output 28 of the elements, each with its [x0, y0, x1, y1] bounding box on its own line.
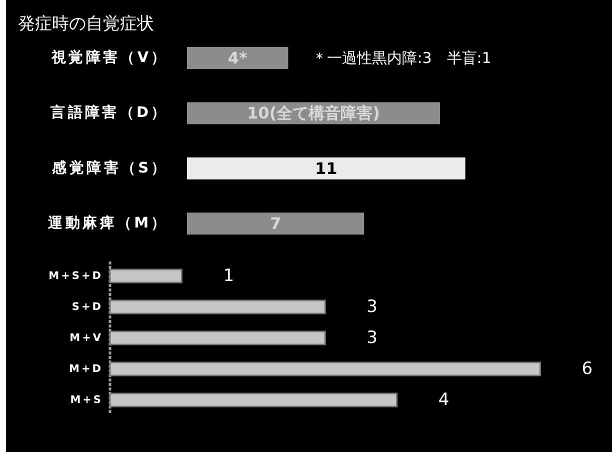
bar	[187, 157, 466, 180]
y-tick-label: M+D	[69, 363, 103, 375]
data-label: 10(全て構音障害)	[247, 104, 380, 123]
data-label: 4	[438, 390, 450, 410]
chart-title: 発症時の自覚症状	[18, 14, 154, 34]
y-tick-label: 言語障害（D）	[50, 103, 168, 122]
bar	[109, 392, 398, 408]
data-label: 3	[366, 328, 378, 348]
bar	[109, 268, 182, 284]
y-tick-label: 視覚障害（V）	[50, 48, 168, 66]
y-tick-label: 運動麻痺（M）	[47, 214, 168, 232]
y-tick-label: M+S+D	[48, 270, 103, 282]
data-label: 7	[270, 214, 282, 234]
y-tick-label: S+D	[72, 301, 103, 313]
bar	[109, 330, 326, 346]
data-label: 6	[582, 359, 593, 379]
data-label: 11	[315, 158, 338, 178]
bar	[187, 47, 288, 69]
annotation: ＊一過性黒内障:3 半盲:1	[312, 49, 492, 67]
data-label: 1	[223, 266, 234, 286]
bar	[187, 212, 364, 235]
y-tick-label: M+V	[70, 332, 103, 344]
data-label: 3	[366, 297, 378, 317]
data-label: 4*	[228, 48, 248, 68]
bar	[109, 300, 326, 314]
y-tick-label: M+S	[70, 394, 103, 406]
y-tick-label: 感覚障害（S）	[51, 158, 168, 176]
bar	[109, 362, 541, 376]
